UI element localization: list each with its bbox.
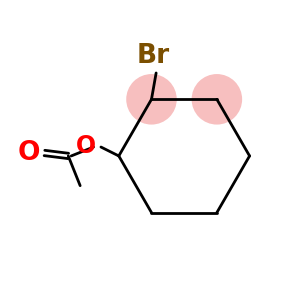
Text: Br: Br: [136, 43, 170, 68]
Circle shape: [192, 74, 242, 124]
Text: O: O: [17, 140, 40, 166]
Circle shape: [126, 74, 177, 124]
Text: O: O: [76, 134, 97, 158]
